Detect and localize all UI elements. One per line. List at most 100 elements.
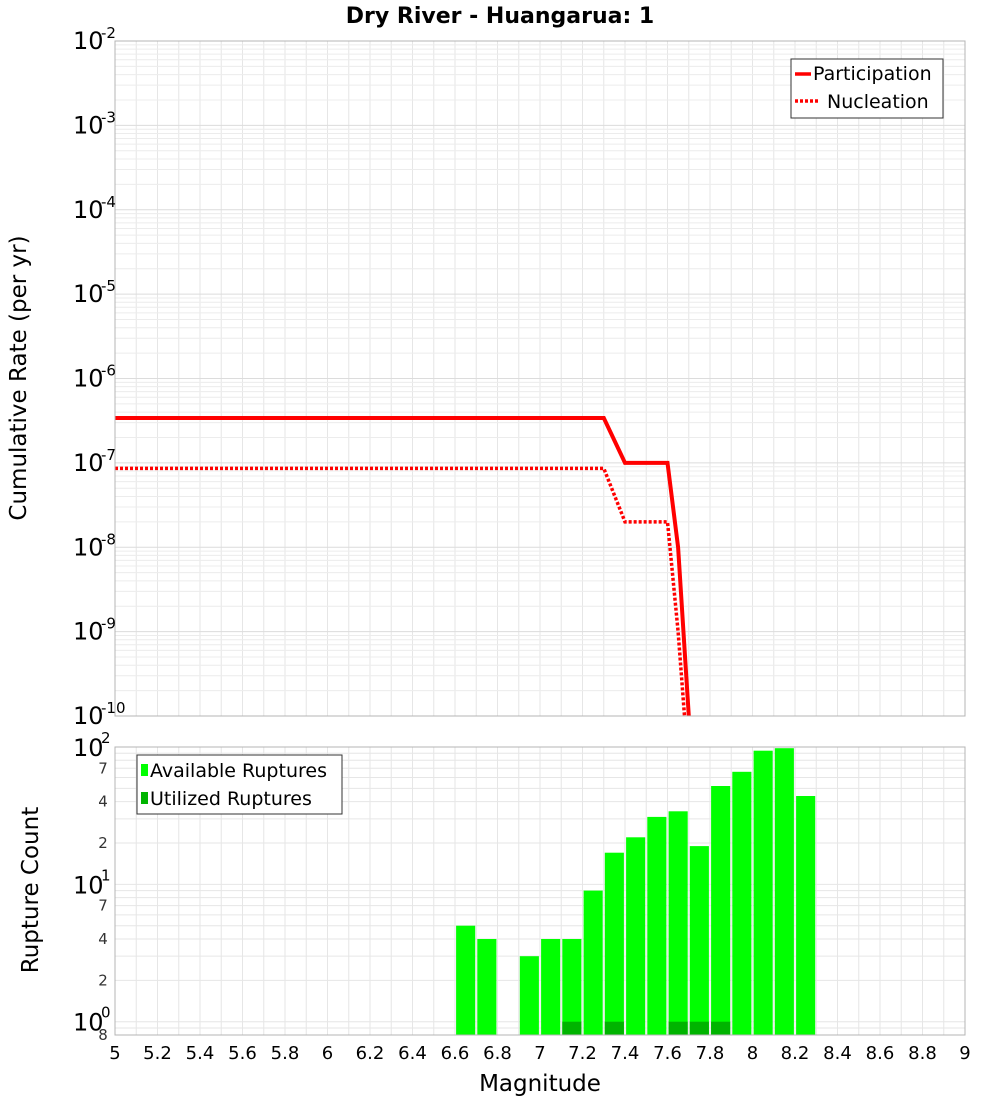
utilized-legend-label: Utilized Ruptures (150, 788, 312, 810)
chart-title: Dry River - Huangarua: 1 (346, 4, 654, 29)
rate-y-tick-exponent: -10 (101, 699, 126, 717)
rate-y-tick-exponent: -8 (101, 530, 116, 548)
magnitude-x-tick-label: 6.4 (398, 1043, 427, 1064)
rate-legend: Participation Nucleation (790, 58, 944, 119)
magnitude-x-tick-label: 8.6 (866, 1043, 895, 1064)
available-bar (562, 939, 582, 1035)
magnitude-x-tick-label: 6.6 (441, 1043, 470, 1064)
available-bar (668, 811, 688, 1035)
count-y-minor-tick-label: 4 (98, 793, 108, 811)
available-bar (519, 956, 539, 1035)
nucleation-legend-label: Nucleation (827, 91, 929, 113)
count-legend: Available Ruptures Utilized Ruptures (136, 754, 343, 815)
available-bar (689, 846, 709, 1035)
rate-y-ticks: 10-210-310-410-510-610-710-810-910-10 (73, 24, 126, 730)
magnitude-x-tick-label: 7.6 (653, 1043, 682, 1064)
magnitude-x-tick-label: 8.4 (823, 1043, 852, 1064)
rate-panel: 10-210-310-410-510-610-710-810-910-10 Cu… (6, 24, 966, 730)
rate-y-tick-base: 10 (73, 280, 104, 308)
participation-legend-label: Participation (813, 63, 932, 85)
utilized-bars (562, 1021, 731, 1035)
available-bar (456, 925, 476, 1035)
magnitude-x-tick-label: 8.2 (781, 1043, 810, 1064)
count-y-tick-exponent: 1 (101, 866, 111, 884)
magnitude-x-tick-label: 5.8 (271, 1043, 300, 1064)
rate-y-tick-exponent: -6 (101, 362, 116, 380)
utilized-bar (689, 1021, 709, 1035)
rate-y-tick-base: 10 (73, 618, 104, 646)
available-bar (604, 852, 624, 1035)
available-bar (796, 796, 816, 1035)
rate-y-tick-base: 10 (73, 196, 104, 224)
rate-y-tick-exponent: -7 (101, 446, 116, 464)
rate-plot-frame (114, 40, 966, 717)
available-bar (753, 750, 773, 1035)
available-legend-swatch (141, 764, 148, 776)
count-y-minor-tick-label: 2 (98, 971, 108, 989)
utilized-bar (711, 1021, 731, 1035)
rate-y-axis-label: Cumulative Rate (per yr) (6, 235, 32, 520)
magnitude-x-tick-label: 8.8 (908, 1043, 937, 1064)
magnitude-x-tick-label: 5.4 (186, 1043, 215, 1064)
available-bar (583, 890, 603, 1035)
nucleation-line (115, 466, 687, 716)
magnitude-x-tick-label: 8 (747, 1043, 758, 1064)
rate-y-tick-base: 10 (73, 702, 104, 730)
rate-y-tick-base: 10 (73, 365, 104, 393)
available-bars (456, 748, 816, 1035)
magnitude-x-tick-label: 6.2 (356, 1043, 385, 1064)
rate-y-tick-base: 10 (73, 111, 104, 139)
rate-y-tick-exponent: -2 (101, 24, 116, 42)
count-y-tick-exponent: 2 (101, 729, 111, 747)
rate-y-tick-base: 10 (73, 533, 104, 561)
available-bar (711, 786, 731, 1035)
count-legend-box (136, 754, 343, 815)
participation-line (115, 416, 691, 716)
magnitude-x-tick-label: 7.2 (568, 1043, 597, 1064)
count-y-minor-tick-label: 7 (98, 759, 108, 777)
magnitude-x-tick-label: 7 (534, 1043, 545, 1064)
count-y-minor-tick-label: 8 (98, 1026, 108, 1044)
rate-y-tick-base: 10 (73, 449, 104, 477)
available-legend-label: Available Ruptures (150, 760, 327, 782)
magnitude-x-tick-label: 5.6 (228, 1043, 257, 1064)
available-bar (647, 816, 667, 1035)
available-bar (732, 771, 752, 1035)
count-y-tick-base: 10 (73, 734, 104, 762)
rate-y-tick-exponent: -3 (101, 108, 116, 126)
magnitude-x-tick-label: 7.8 (696, 1043, 725, 1064)
magnitude-x-tick-label: 6 (322, 1043, 333, 1064)
rate-y-tick-base: 10 (73, 27, 104, 55)
utilized-legend-swatch (141, 792, 148, 804)
rate-y-tick-exponent: -9 (101, 615, 116, 633)
utilized-bar (604, 1021, 624, 1035)
magnitude-x-tick-label: 5.2 (143, 1043, 172, 1064)
count-y-minor-tick-label: 7 (98, 897, 108, 915)
magnitude-x-axis-label: Magnitude (479, 1071, 601, 1097)
rate-legend-box (790, 58, 944, 119)
available-bar (541, 939, 561, 1035)
rate-series (115, 416, 691, 716)
rate-gridlines (114, 41, 966, 717)
magnitude-x-tick-label: 9 (959, 1043, 970, 1064)
magnitude-x-ticks: 5 5.2 5.4 5.6 5.8 6 6.2 6.4 6.6 6.8 7 7.2 7.4 7.6 7.8 8… (109, 1043, 970, 1064)
magnitude-x-tick-label: 6.8 (483, 1043, 512, 1064)
available-bar (477, 939, 497, 1035)
magnitude-x-tick-label: 5 (109, 1043, 120, 1064)
rate-y-tick-exponent: -5 (101, 277, 116, 295)
count-y-axis-label: Rupture Count (18, 807, 44, 973)
count-y-tick-base: 10 (73, 1009, 104, 1037)
count-y-minor-tick-label: 4 (98, 930, 108, 948)
count-y-tick-base: 10 (73, 871, 104, 899)
available-bar (626, 837, 646, 1035)
available-bar (774, 748, 794, 1035)
count-y-minor-tick-label: 2 (98, 834, 108, 852)
utilized-bar (562, 1021, 582, 1035)
magnitude-x-tick-label: 7.4 (611, 1043, 640, 1064)
count-plot-frame (114, 746, 966, 1036)
count-y-tick-exponent: 0 (101, 1004, 111, 1022)
